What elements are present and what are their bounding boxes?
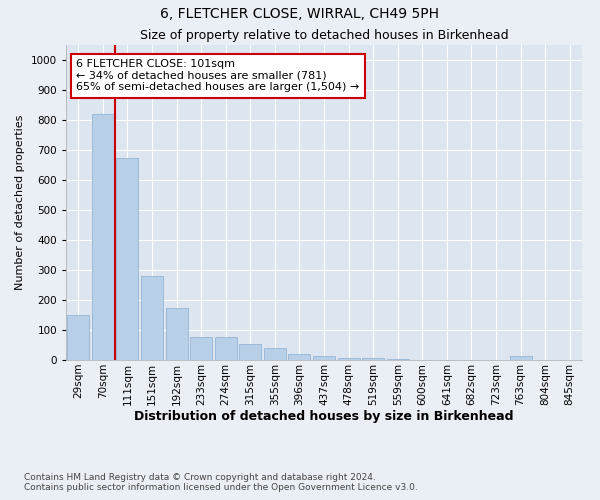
Text: 6, FLETCHER CLOSE, WIRRAL, CH49 5PH: 6, FLETCHER CLOSE, WIRRAL, CH49 5PH [161, 8, 439, 22]
Bar [67, 315, 89, 360]
Bar [313, 356, 335, 360]
Bar [190, 336, 212, 360]
Bar [264, 348, 286, 360]
Bar [166, 308, 188, 360]
Bar [289, 354, 310, 360]
Y-axis label: Number of detached properties: Number of detached properties [15, 115, 25, 290]
Bar [362, 358, 384, 360]
Bar [116, 158, 139, 360]
Bar [239, 344, 262, 360]
Text: Contains HM Land Registry data © Crown copyright and database right 2024.: Contains HM Land Registry data © Crown c… [24, 472, 376, 482]
Bar [215, 336, 237, 360]
Bar [386, 358, 409, 360]
Text: Contains public sector information licensed under the Open Government Licence v3: Contains public sector information licen… [24, 484, 418, 492]
Bar [92, 114, 114, 360]
Text: 6 FLETCHER CLOSE: 101sqm
← 34% of detached houses are smaller (781)
65% of semi-: 6 FLETCHER CLOSE: 101sqm ← 34% of detach… [76, 59, 359, 92]
Bar [509, 356, 532, 360]
Bar [141, 276, 163, 360]
Bar [338, 358, 359, 360]
X-axis label: Distribution of detached houses by size in Birkenhead: Distribution of detached houses by size … [134, 410, 514, 424]
Title: Size of property relative to detached houses in Birkenhead: Size of property relative to detached ho… [140, 30, 508, 43]
